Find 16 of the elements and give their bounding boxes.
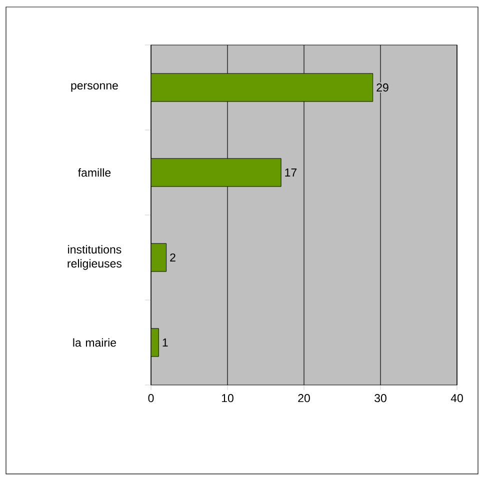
data-label: 17 (285, 168, 297, 176)
data-label: 29 (376, 83, 388, 92)
data-label: 1 (162, 338, 168, 346)
y-tick-label: personne (71, 83, 118, 92)
x-tick-label: 10 (222, 394, 234, 402)
x-tick-label: 40 (450, 394, 463, 402)
bar (151, 73, 374, 102)
x-tick-label: 0 (148, 394, 154, 402)
x-tick-label: 30 (374, 394, 386, 402)
bar (151, 243, 167, 272)
y-tick-label: institutions religieuses (68, 245, 122, 270)
data-label: 2 (170, 253, 176, 262)
x-tick-label: 20 (298, 394, 310, 402)
bar (151, 158, 282, 187)
y-tick-label: la mairie (73, 338, 116, 347)
y-tick-label: famille (78, 168, 111, 177)
